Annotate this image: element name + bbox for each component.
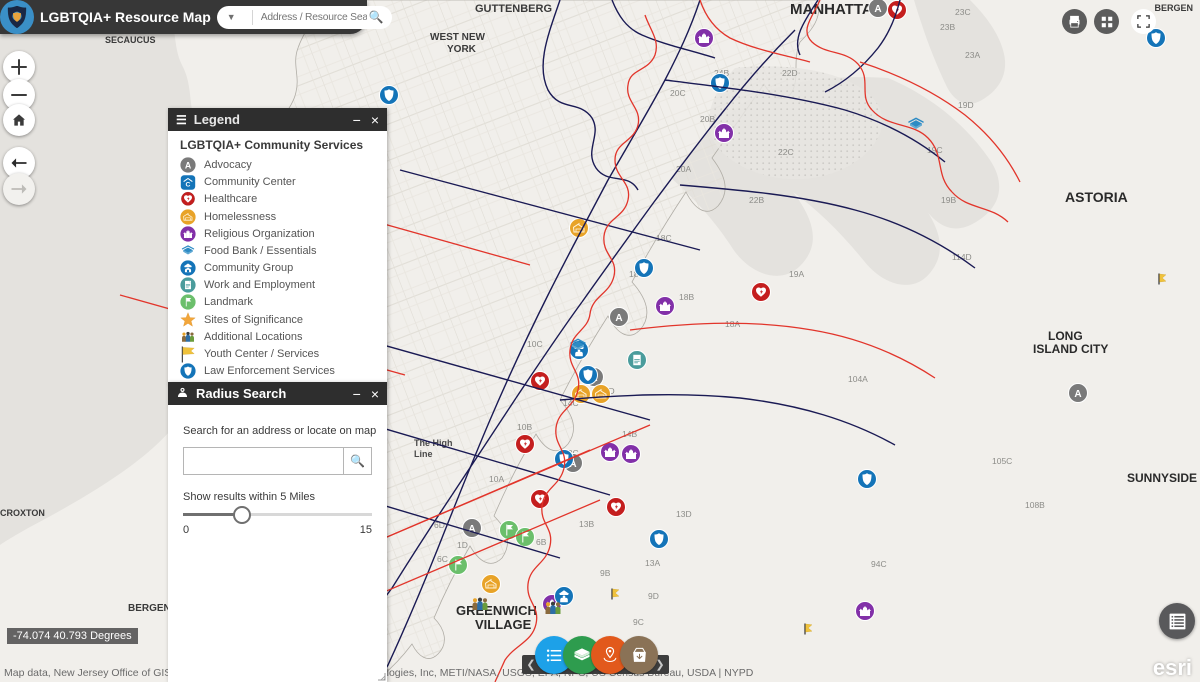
svg-text:LONG: LONG (1048, 329, 1083, 343)
svg-text:GREENWICH: GREENWICH (456, 603, 537, 618)
svg-text:20C: 20C (670, 88, 686, 98)
svg-text:GUTTENBERG: GUTTENBERG (475, 3, 552, 15)
svg-text:20B: 20B (700, 114, 715, 124)
svg-text:94C: 94C (871, 559, 887, 569)
svg-text:23C: 23C (955, 7, 971, 17)
svg-text:13B: 13B (579, 519, 594, 529)
svg-text:10C: 10C (527, 339, 543, 349)
svg-text:ISLAND CITY: ISLAND CITY (1033, 342, 1108, 356)
svg-text:22C: 22C (778, 147, 794, 157)
svg-text:SUNNYSIDE: SUNNYSIDE (1127, 471, 1197, 485)
svg-text:13A: 13A (645, 558, 660, 568)
svg-text:VILLAGE: VILLAGE (475, 617, 532, 632)
svg-text:C: C (186, 181, 191, 188)
svg-text:BERGEN: BERGEN (128, 603, 171, 614)
svg-text:Line: Line (414, 449, 433, 459)
svg-text:9D: 9D (648, 591, 659, 601)
svg-text:10B: 10B (517, 422, 532, 432)
svg-text:23B: 23B (940, 22, 955, 32)
svg-text:CROXTON: CROXTON (0, 508, 45, 518)
svg-text:22B: 22B (749, 195, 764, 205)
svg-text:104A: 104A (848, 374, 868, 384)
svg-text:23A: 23A (965, 50, 980, 60)
svg-text:19D: 19D (958, 100, 974, 110)
svg-text:BERGEN: BERGEN (1154, 3, 1193, 13)
svg-text:ASTORIA: ASTORIA (1065, 189, 1128, 205)
svg-text:1D: 1D (457, 540, 468, 550)
svg-text:19B: 19B (941, 195, 956, 205)
svg-text:WEST NEW: WEST NEW (430, 32, 486, 43)
svg-text:18B: 18B (679, 292, 694, 302)
svg-text:9B: 9B (600, 568, 611, 578)
svg-text:19A: 19A (789, 269, 804, 279)
svg-text:105C: 105C (992, 456, 1012, 466)
svg-text:6C: 6C (437, 554, 448, 564)
svg-text:6B: 6B (536, 537, 547, 547)
svg-text:108B: 108B (1025, 500, 1045, 510)
svg-text:YORK: YORK (447, 44, 477, 55)
svg-text:22D: 22D (782, 68, 798, 78)
svg-text:10A: 10A (489, 474, 504, 484)
svg-text:9C: 9C (633, 617, 644, 627)
svg-text:13D: 13D (676, 509, 692, 519)
svg-text:SECAUCUS: SECAUCUS (105, 35, 156, 45)
svg-text:A: A (185, 161, 192, 171)
